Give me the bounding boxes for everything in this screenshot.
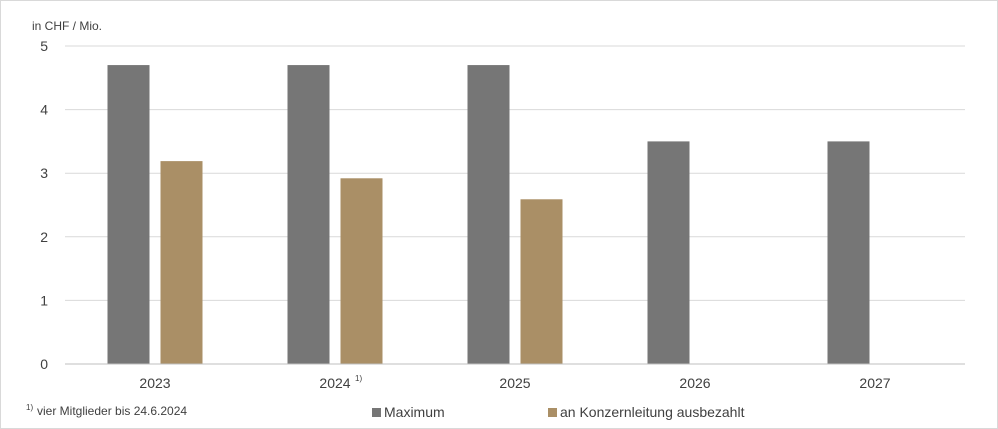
bar-maximum-2027	[827, 141, 870, 364]
unit-label: in CHF / Mio.	[32, 19, 102, 33]
x-tick-label-2025: 2025	[499, 375, 530, 391]
footnote-mark: 1)	[26, 403, 33, 412]
x-tick-label-2024: 2024	[319, 375, 350, 391]
y-tick-label: 3	[40, 165, 48, 181]
bar-maximum-2025	[467, 65, 510, 364]
y-tick-labels: 0 1 2 3 4 5	[40, 38, 48, 372]
y-tick-label: 1	[40, 292, 48, 308]
x-tick-labels: 2023 2024 1) 2025 2026 2027	[139, 374, 890, 391]
bar-maximum-2026	[647, 141, 690, 364]
bar-maximum-2023	[107, 65, 150, 364]
y-tick-label: 0	[40, 356, 48, 372]
y-tick-label: 4	[40, 102, 48, 118]
bar-ausbezahlt-2024	[340, 178, 383, 364]
legend-label-ausbezahlt: an Konzernleitung ausbezahlt	[560, 404, 745, 420]
gridlines	[65, 45, 965, 301]
legend-swatch-maximum	[372, 408, 381, 417]
bar-ausbezahlt-2023	[160, 161, 203, 364]
x-tick-label-2026: 2026	[679, 375, 710, 391]
bar-maximum-2024	[287, 65, 330, 364]
y-tick-label: 5	[40, 38, 48, 54]
bars	[107, 65, 870, 364]
bar-ausbezahlt-2025	[520, 199, 563, 364]
y-tick-label: 2	[40, 229, 48, 245]
legend-label-maximum: Maximum	[384, 404, 445, 420]
legend: Maximum an Konzernleitung ausbezahlt	[372, 404, 745, 420]
footnote-text: vier Mitglieder bis 24.6.2024	[37, 404, 187, 418]
x-tick-label-2027: 2027	[859, 375, 890, 391]
footnote: 1) vier Mitglieder bis 24.6.2024	[26, 403, 187, 418]
x-tick-note: 1)	[355, 374, 362, 383]
x-tick-label-2023: 2023	[139, 375, 170, 391]
legend-swatch-ausbezahlt	[548, 408, 557, 417]
